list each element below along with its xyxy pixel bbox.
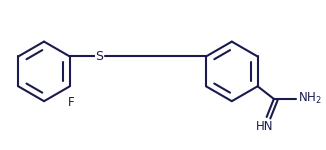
- Text: NH$_2$: NH$_2$: [298, 90, 322, 106]
- Text: F: F: [68, 96, 75, 109]
- Text: S: S: [96, 50, 104, 63]
- Text: HN: HN: [256, 120, 274, 133]
